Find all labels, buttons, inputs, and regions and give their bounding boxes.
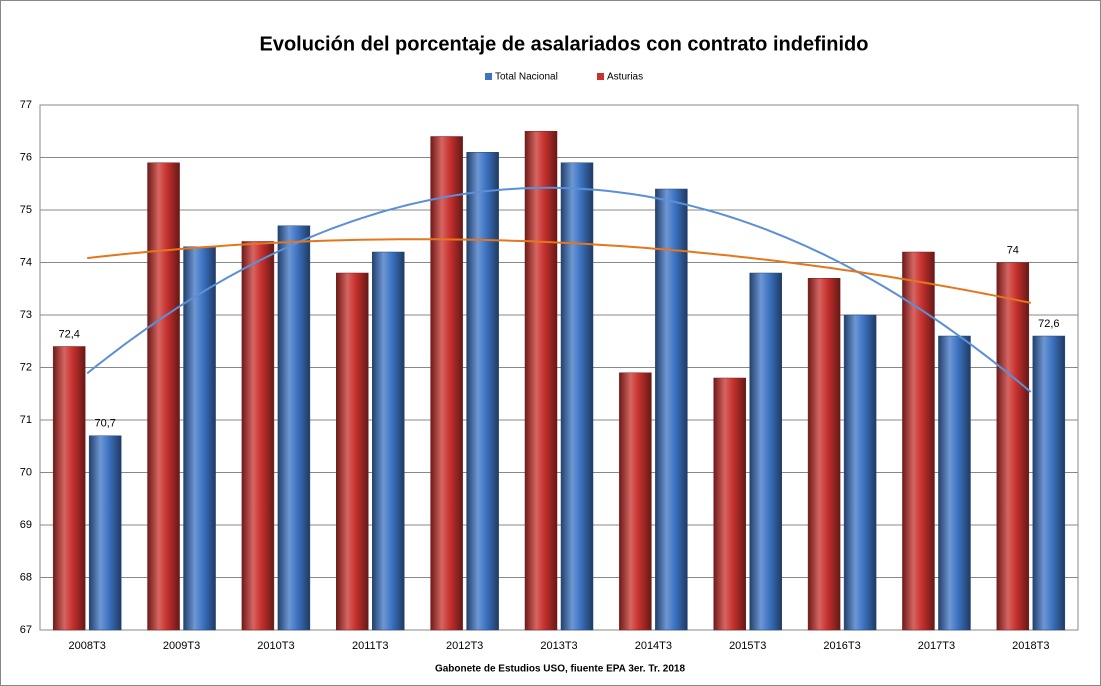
bar xyxy=(749,272,782,631)
trendline xyxy=(87,238,1031,304)
chart-title: Evolución del porcentaje de asalariados … xyxy=(259,33,868,55)
bar xyxy=(147,162,180,631)
bar xyxy=(996,262,1030,631)
data-label: 72,4 xyxy=(58,328,79,340)
legend-swatch xyxy=(597,73,604,80)
y-tick-label: 71 xyxy=(20,414,32,426)
x-tick-label: 2012T3 xyxy=(446,640,483,652)
legend-swatch xyxy=(485,73,492,80)
bar xyxy=(807,278,841,631)
bar xyxy=(713,377,746,631)
y-tick-label: 75 xyxy=(20,204,32,216)
bar xyxy=(372,251,405,631)
bar xyxy=(938,335,971,631)
bar xyxy=(466,152,499,631)
y-tick-label: 70 xyxy=(20,466,32,478)
bar xyxy=(1032,335,1066,631)
bar xyxy=(183,246,216,631)
x-tick-label: 2014T3 xyxy=(635,640,672,652)
x-tick-label: 2017T3 xyxy=(918,640,955,652)
bar xyxy=(843,314,877,631)
y-tick-label: 67 xyxy=(20,624,32,636)
data-label: 70,7 xyxy=(94,418,115,430)
bar xyxy=(430,136,463,631)
x-tick-label: 2018T3 xyxy=(1012,640,1049,652)
x-axis-label: Gabonete de Estudios USO, fiuente EPA 3e… xyxy=(435,664,686,675)
y-tick-label: 68 xyxy=(20,571,32,583)
x-tick-label: 2009T3 xyxy=(163,640,200,652)
trendline xyxy=(86,186,1032,393)
data-label: 74 xyxy=(1007,244,1019,256)
bar xyxy=(619,372,652,631)
x-tick-label: 2008T3 xyxy=(69,640,106,652)
x-tick-label: 2015T3 xyxy=(729,640,766,652)
data-label: 72,6 xyxy=(1038,318,1059,330)
x-tick-label: 2010T3 xyxy=(257,640,294,652)
y-tick-label: 77 xyxy=(20,99,32,111)
bar xyxy=(88,435,122,631)
y-tick-label: 74 xyxy=(20,256,32,268)
y-tick-label: 69 xyxy=(20,519,32,531)
bar xyxy=(336,272,369,631)
y-tick-label: 76 xyxy=(20,151,32,163)
legend-label: Total Nacional xyxy=(495,72,558,83)
y-tick-label: 73 xyxy=(20,309,32,321)
bar xyxy=(524,131,558,631)
bar xyxy=(277,225,311,631)
bar xyxy=(655,188,688,631)
legend-label: Asturias xyxy=(607,72,643,83)
x-tick-label: 2016T3 xyxy=(823,640,860,652)
bar xyxy=(52,346,86,631)
bar xyxy=(241,241,275,631)
bar xyxy=(560,162,594,631)
x-tick-label: 2011T3 xyxy=(352,640,389,652)
y-tick-label: 72 xyxy=(20,361,32,373)
x-tick-label: 2013T3 xyxy=(540,640,577,652)
